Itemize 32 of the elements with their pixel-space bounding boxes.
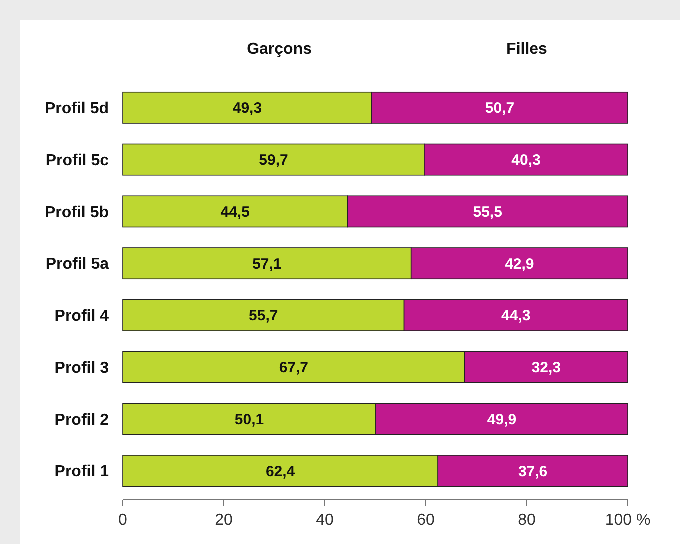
data-label: 40,3 bbox=[512, 152, 541, 170]
data-label: 49,3 bbox=[232, 100, 262, 118]
y-tick-label: Profil 5b bbox=[44, 204, 110, 222]
data-label: 44,3 bbox=[502, 308, 531, 325]
data-label: 59,7 bbox=[259, 152, 288, 170]
y-tick-label: Profil 1 bbox=[54, 464, 110, 481]
data-label: 37,6 bbox=[518, 463, 548, 480]
y-tick-label: Profil 4 bbox=[54, 308, 110, 326]
x-tick-label: 60 bbox=[417, 512, 435, 529]
x-tick-label: 100 % bbox=[605, 512, 651, 529]
x-tick-label: 40 bbox=[316, 512, 334, 529]
data-label: 50,7 bbox=[485, 100, 515, 118]
data-label: 55,5 bbox=[473, 204, 502, 221]
y-tick-label: Profil 5c bbox=[46, 152, 110, 170]
data-label: 62,4 bbox=[266, 463, 296, 480]
y-tick-label: Profil 5a bbox=[46, 256, 110, 274]
data-label: 44,5 bbox=[220, 204, 250, 221]
y-tick-label: Profil 2 bbox=[54, 412, 110, 429]
data-label: 49,9 bbox=[487, 411, 517, 428]
text: Filles bbox=[506, 41, 548, 58]
x-tick-label: 0 bbox=[118, 512, 128, 529]
x-tick-label: 80 bbox=[518, 512, 536, 529]
data-label: 57,1 bbox=[252, 256, 282, 273]
x-tick-label: 20 bbox=[215, 512, 233, 529]
text: Garçons bbox=[247, 41, 312, 58]
data-label: 67,7 bbox=[279, 360, 309, 377]
y-tick-label: Profil 3 bbox=[54, 360, 110, 377]
data-label: 55,7 bbox=[249, 308, 278, 325]
data-label: 32,3 bbox=[532, 360, 562, 377]
data-label: 50,1 bbox=[234, 411, 264, 428]
y-tick-label: Profil 5d bbox=[44, 100, 109, 118]
data-label: 42,9 bbox=[505, 256, 534, 273]
